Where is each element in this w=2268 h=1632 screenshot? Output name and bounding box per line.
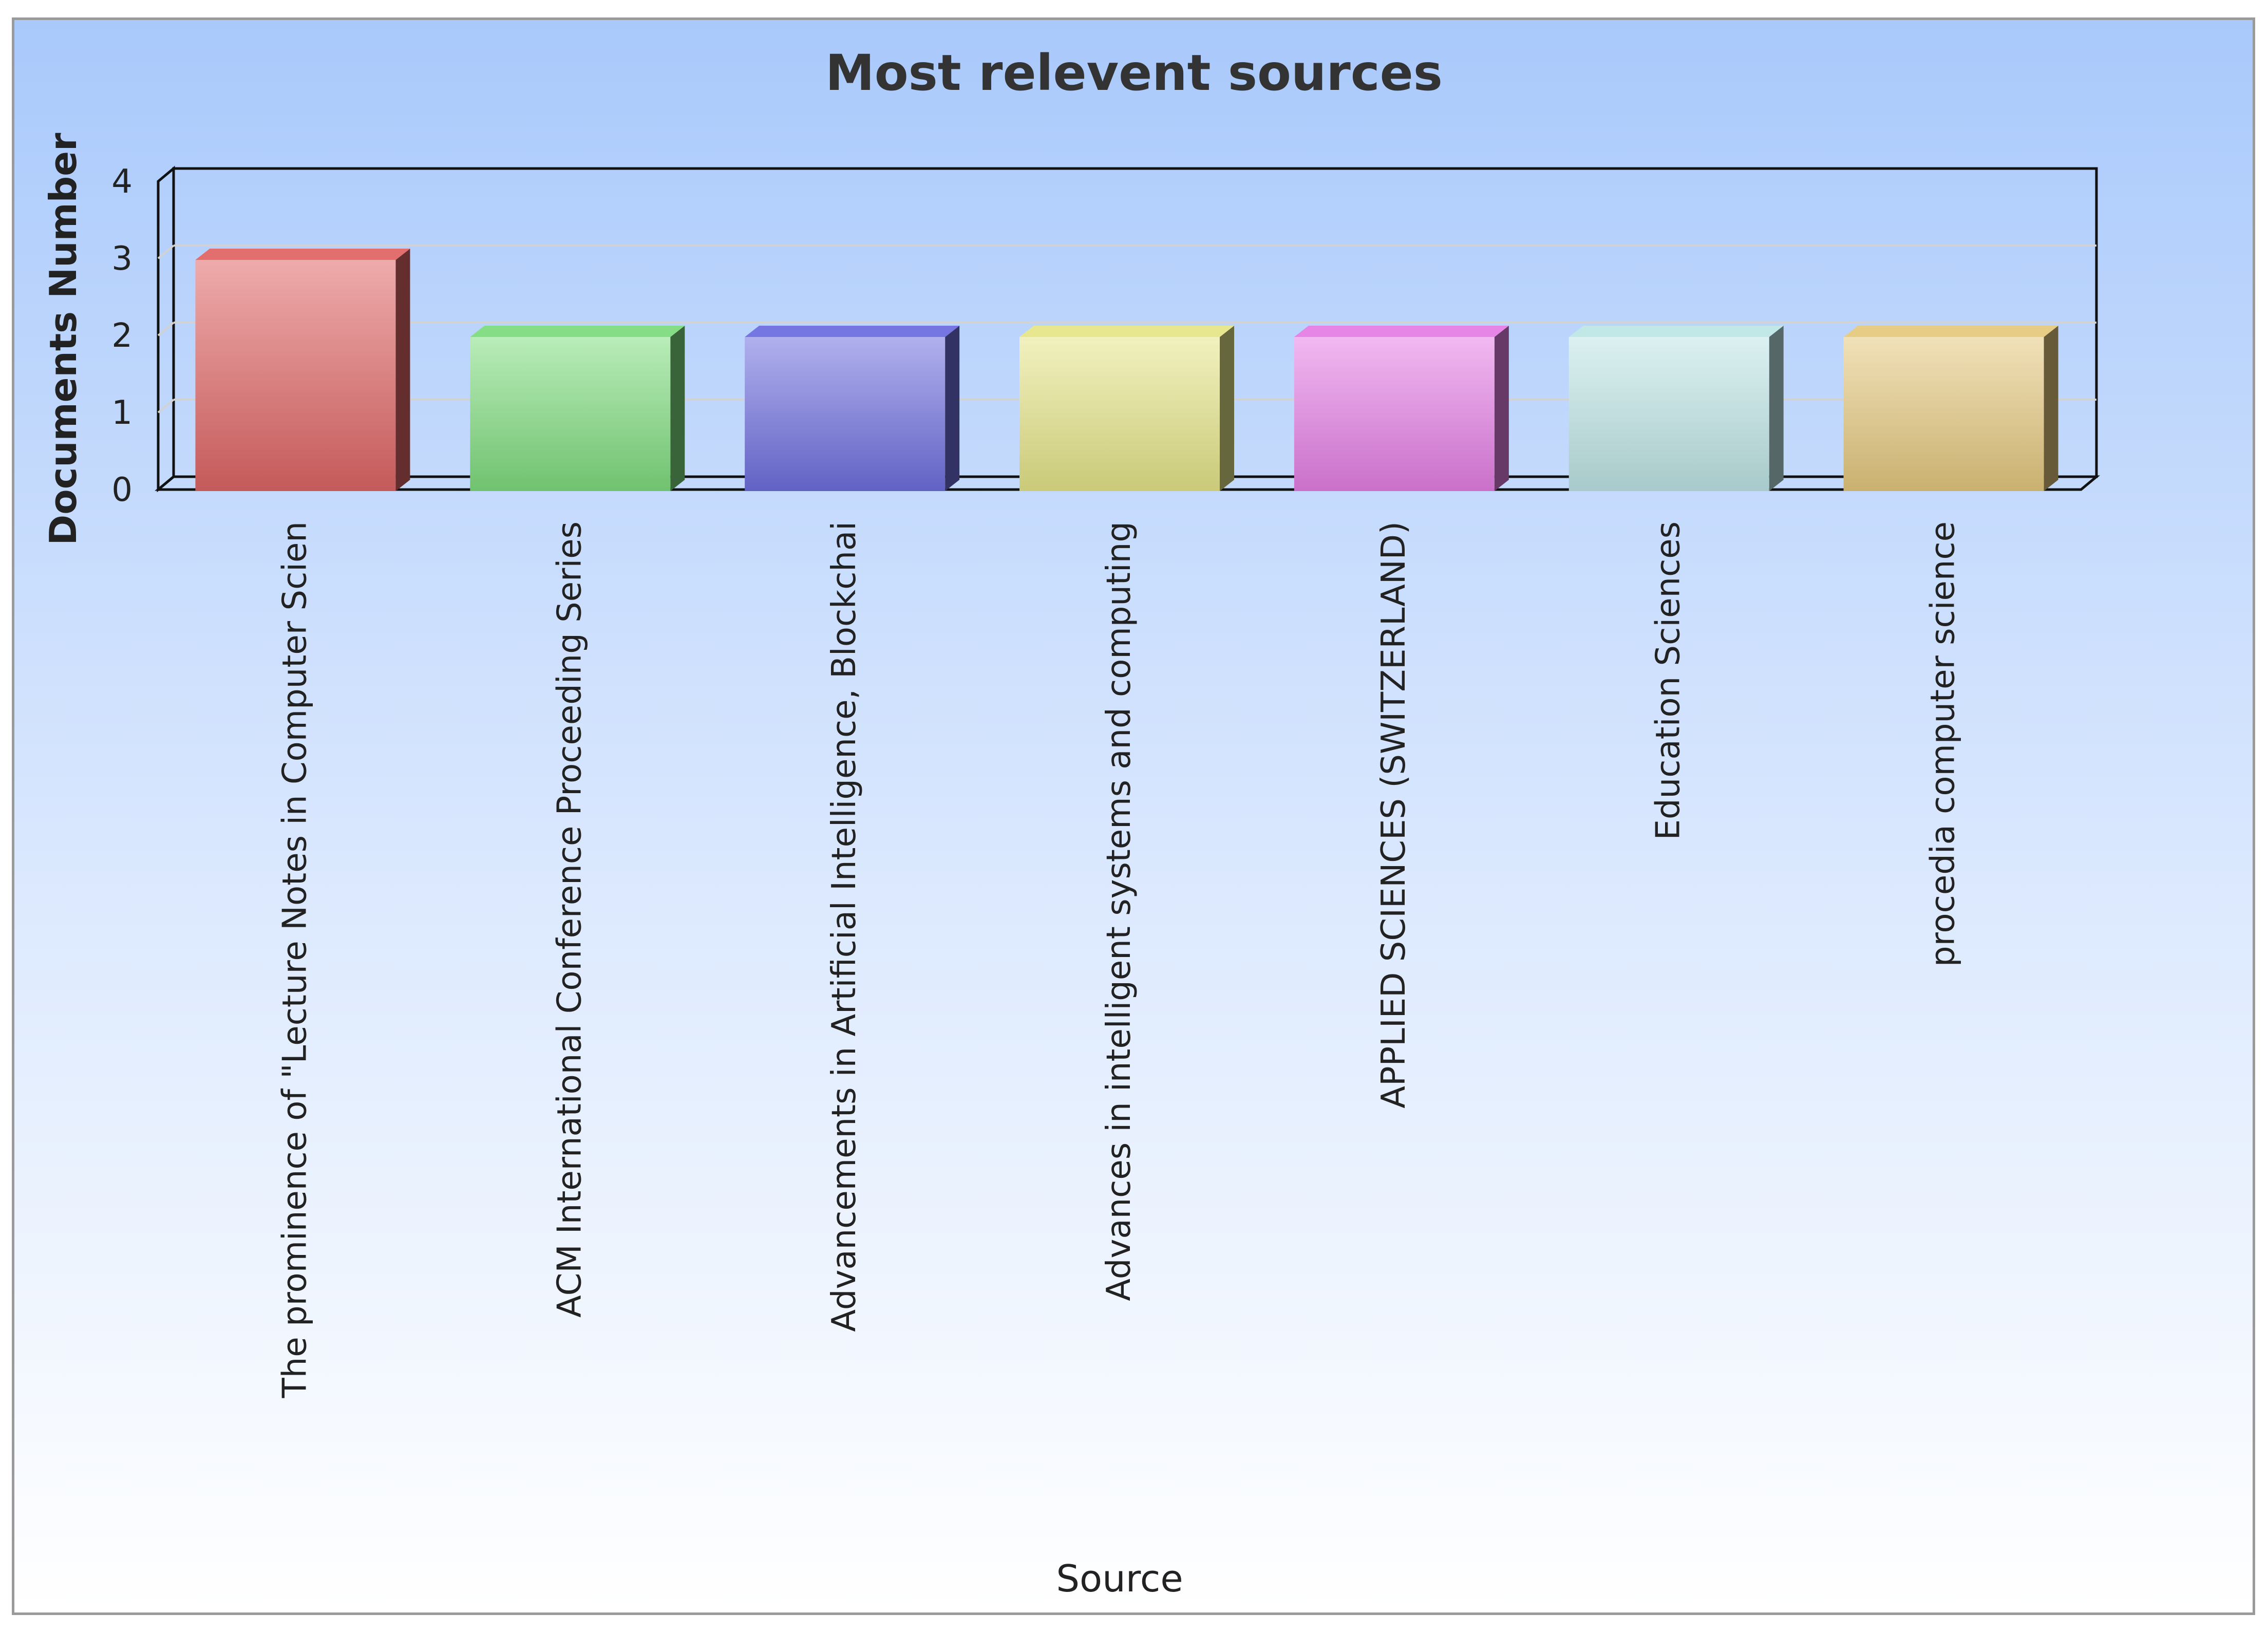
bar-side: [395, 249, 410, 491]
bar: [745, 326, 960, 491]
bar-top: [1568, 326, 1784, 337]
bar: [1019, 326, 1234, 491]
bar-front: [745, 337, 946, 491]
bar: [470, 326, 685, 491]
bar-side: [1494, 326, 1509, 491]
y-tick-label: 2: [111, 317, 133, 355]
bar: [195, 249, 410, 491]
bar-front: [1294, 337, 1495, 491]
bar-front: [1843, 337, 2044, 491]
y-tick-label: 4: [111, 163, 133, 201]
y-tick-label: 1: [111, 394, 133, 432]
x-tick-label: APPLIED SCIENCES (SWITZERLAND): [1375, 521, 1413, 1109]
x-tick-label: Advancements in Artificial Intelligence,…: [825, 521, 863, 1332]
bar-top: [1019, 326, 1234, 337]
x-tick-label: ACM International Conference Proceeding …: [551, 521, 589, 1318]
x-axis-label: Source: [1056, 1557, 1183, 1600]
bar-front: [1568, 337, 1769, 491]
bar-side: [1220, 326, 1234, 491]
y-tick-label: 0: [111, 471, 133, 509]
chart-title: Most relevent sources: [825, 44, 1443, 102]
x-tick-label: Education Sciences: [1650, 521, 1688, 840]
bar-front: [470, 337, 671, 491]
bar-side: [670, 326, 685, 491]
bar: [1294, 326, 1509, 491]
bar-side: [945, 326, 960, 491]
bar-front: [1019, 337, 1220, 491]
gridline-side: [157, 399, 175, 414]
x-tick-label: procedia computer science: [1924, 521, 1962, 967]
gridline-side: [157, 322, 175, 336]
y-axis-label: Documents Number: [42, 133, 85, 546]
gridline-side: [157, 245, 175, 259]
bar-top: [1294, 326, 1509, 337]
chart-frame: [12, 17, 2255, 1615]
y-tick-label: 3: [111, 240, 133, 278]
bar-top: [195, 249, 410, 260]
bar: [1843, 326, 2058, 491]
bar-front: [195, 260, 396, 491]
bar: [1568, 326, 1784, 491]
x-tick-label: Advances in intelligent systems and comp…: [1100, 521, 1138, 1301]
bar-top: [745, 326, 960, 337]
bar-side: [1769, 326, 1784, 491]
bar-top: [470, 326, 685, 337]
x-tick-label: The prominence of "Lecture Notes in Comp…: [276, 521, 314, 1398]
bar-top: [1843, 326, 2058, 337]
bar-side: [2044, 326, 2058, 491]
